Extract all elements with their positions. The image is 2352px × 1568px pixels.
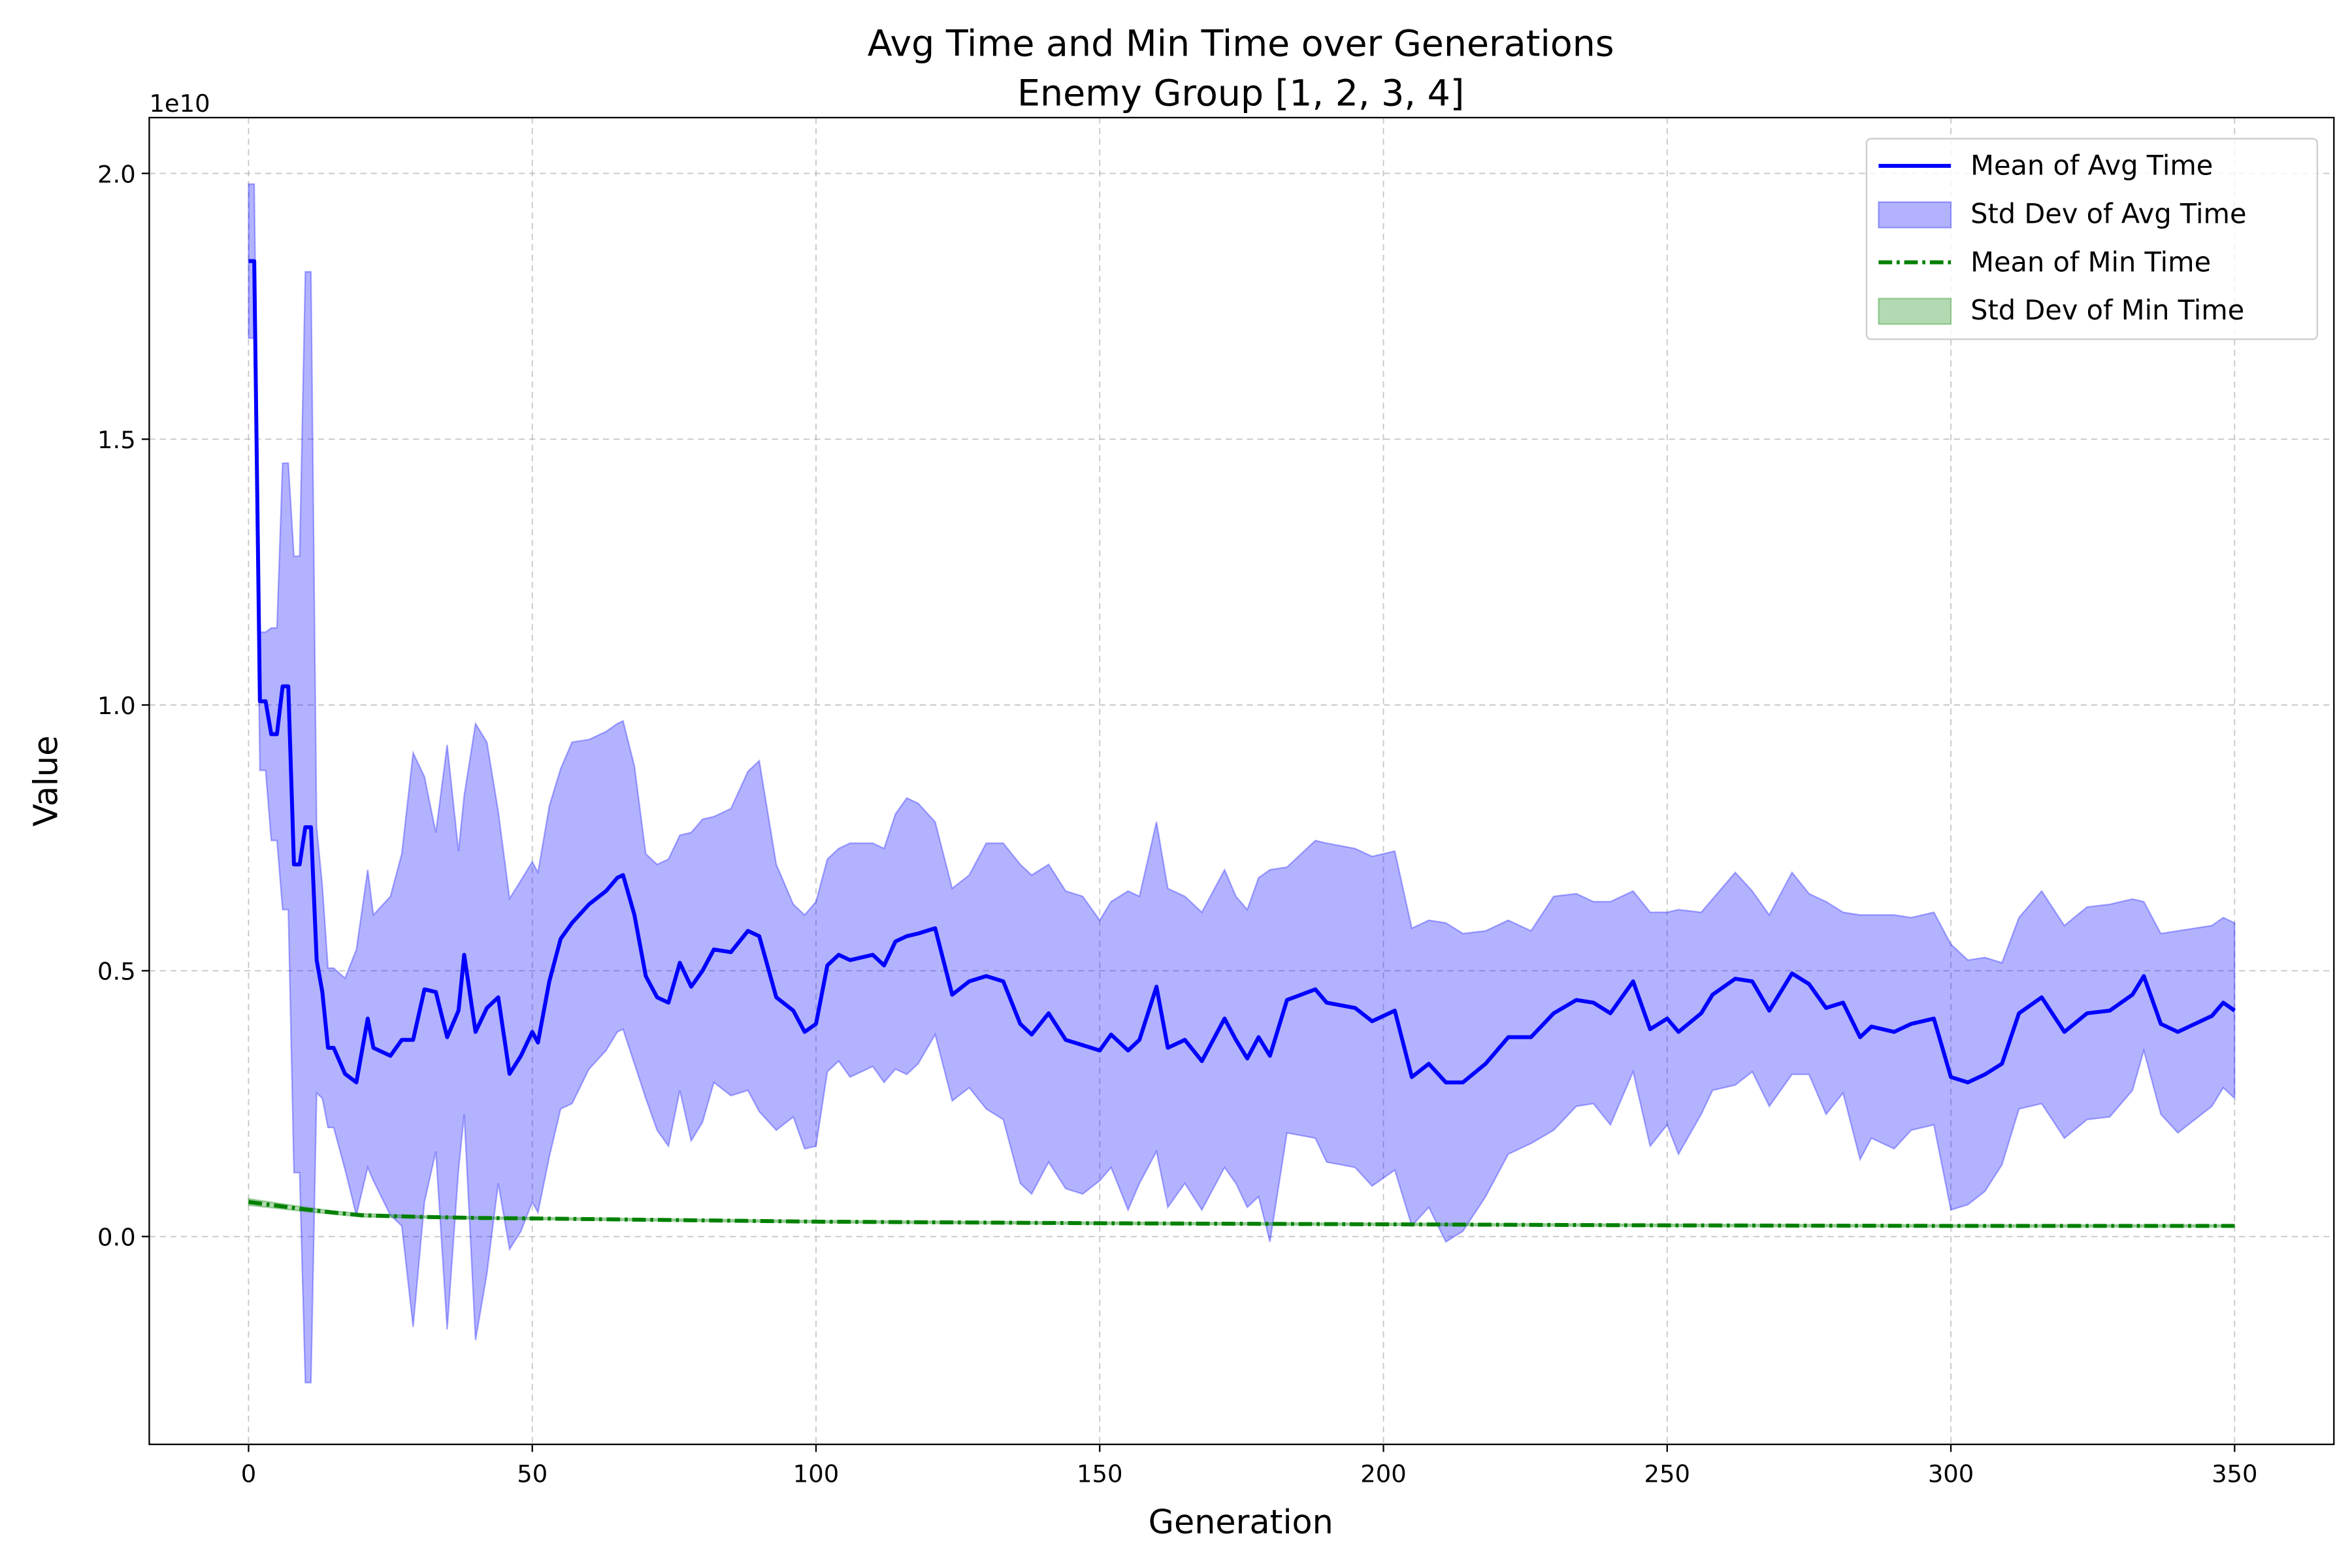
legend-label: Mean of Min Time — [1970, 246, 2211, 278]
x-tick-label: 300 — [1928, 1460, 1974, 1488]
legend-swatch — [1878, 201, 1952, 229]
legend-label: Std Dev of Min Time — [1970, 294, 2244, 326]
mean-line — [248, 1200, 2235, 1228]
y-tick-label: 2.0 — [97, 160, 136, 188]
std-band — [248, 183, 2236, 1384]
x-tick-label: 150 — [1077, 1460, 1122, 1488]
legend-swatch — [1878, 297, 1952, 325]
chart-subtitle: Enemy Group [1, 2, 3, 4] — [1017, 73, 1464, 115]
legend-label: Mean of Avg Time — [1970, 150, 2213, 182]
x-tick-label: 50 — [517, 1460, 547, 1488]
y-offset-label: 1e10 — [149, 90, 210, 118]
x-tick-label: 0 — [241, 1460, 256, 1488]
x-axis-label: Generation — [1149, 1503, 1333, 1541]
x-tick-label: 250 — [1644, 1460, 1690, 1488]
y-axis-label: Value — [27, 736, 65, 826]
y-tick-label: 1.5 — [97, 426, 136, 454]
legend-label: Std Dev of Avg Time — [1970, 198, 2246, 230]
y-tick-label: 0.0 — [97, 1223, 136, 1251]
legend: Mean of Avg Time Std Dev of Avg Time Mean … — [1865, 138, 2319, 340]
chart-title: Avg Time and Min Time over Generations — [868, 23, 1614, 65]
y-tick-label: 0.5 — [97, 958, 136, 986]
x-tick-label: 100 — [793, 1460, 839, 1488]
x-tick-label: 200 — [1360, 1460, 1406, 1488]
x-tick-label: 350 — [2212, 1460, 2257, 1488]
mean-line — [248, 259, 2236, 1085]
y-tick-label: 1.0 — [97, 692, 136, 720]
legend-box — [1865, 138, 2319, 340]
plot-frame — [148, 116, 2335, 1445]
